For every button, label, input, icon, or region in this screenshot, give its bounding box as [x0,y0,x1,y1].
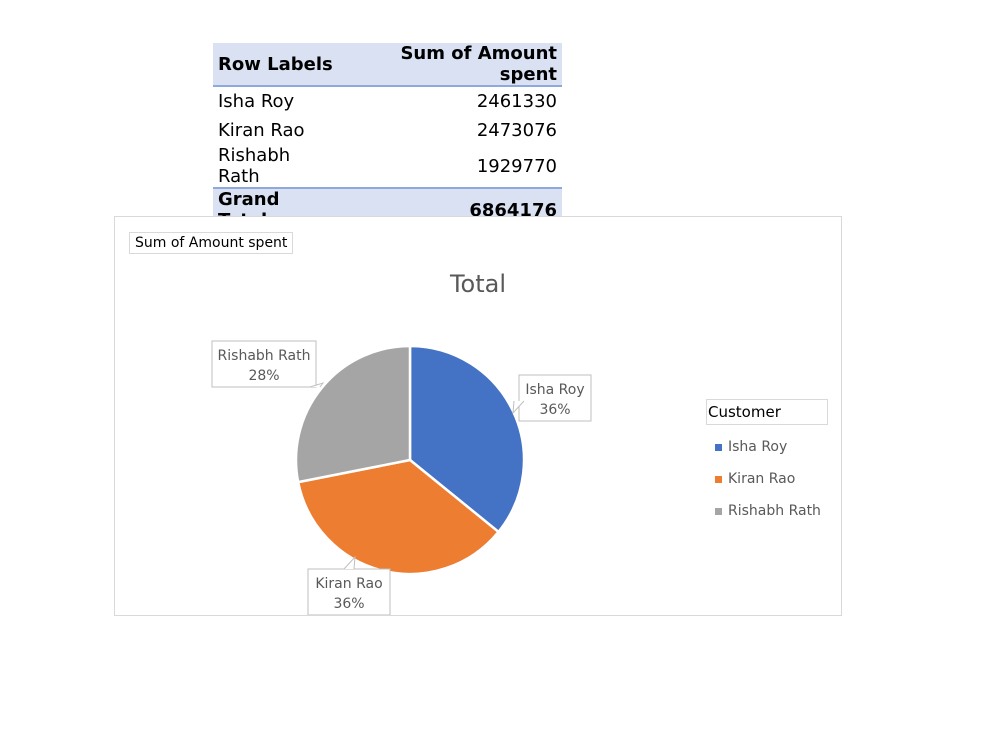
legend[interactable]: Customer Isha Roy Kiran Rao Rishabh Rath [706,399,828,521]
data-label-box [518,374,592,422]
field-button-sum-amount[interactable]: Sum of Amount spent [129,232,294,254]
row-value[interactable]: 1929770 [476,155,557,177]
pivot-table: Row Labels Sum of Amount spent Isha Roy … [213,43,562,231]
data-label-category: Isha Roy [525,382,584,398]
data-label-pointer [309,382,325,388]
legend-label: Rishabh Rath [728,503,821,519]
data-label-pointer [512,400,525,415]
pie-slice-rishabh-rath[interactable] [294,344,412,484]
legend-label: Isha Roy [728,439,788,455]
data-label-category: Kiran Rao [315,576,382,592]
table-row[interactable]: Kiran Rao 2473076 [213,116,562,145]
data-label-rishabh-rath[interactable]: Rishabh Rath 28% [211,340,325,388]
pivot-header-row-labels[interactable]: Row Labels [213,43,340,87]
legend-swatch [715,507,722,515]
data-label-isha-roy[interactable]: Isha Roy 36% [512,374,592,422]
pivot-header-row: Row Labels Sum of Amount spent [213,43,562,87]
pie-chart[interactable]: Isha Roy 36% Kiran Rao 36% Rishabh Rath 28% S… [114,216,842,616]
legend-title[interactable]: Customer [706,399,828,425]
legend-item[interactable]: Isha Roy [706,437,828,457]
table-row[interactable]: Rishabh Rath 1929770 [213,145,562,188]
legend-swatch [715,443,722,451]
row-label[interactable]: Rishabh Rath [218,145,291,187]
pie-chart-svg: Isha Roy 36% Kiran Rao 36% Rishabh Rath 28% [211,340,592,615]
chart-title[interactable]: Total [449,270,507,298]
data-label-pointer [343,555,356,570]
pivot-header-sum[interactable]: Sum of Amount spent [339,43,562,87]
data-label-percent: 28% [248,368,279,384]
data-label-box [211,340,317,388]
legend-label: Kiran Rao [728,471,796,487]
row-value[interactable]: 2473076 [476,120,557,141]
data-label-percent: 36% [333,596,364,612]
legend-item[interactable]: Rishabh Rath [706,501,828,521]
legend-item[interactable]: Kiran Rao [706,469,828,489]
row-value[interactable]: 2461330 [476,91,557,112]
data-label-percent: 36% [539,402,570,418]
legend-swatch [715,475,722,483]
data-label-kiran-rao[interactable]: Kiran Rao 36% [307,555,391,615]
row-label[interactable]: Kiran Rao [218,120,305,141]
row-label[interactable]: Isha Roy [218,91,295,112]
data-label-category: Rishabh Rath [218,348,311,364]
data-label-box [307,568,391,615]
table-row[interactable]: Isha Roy 2461330 [213,86,562,116]
